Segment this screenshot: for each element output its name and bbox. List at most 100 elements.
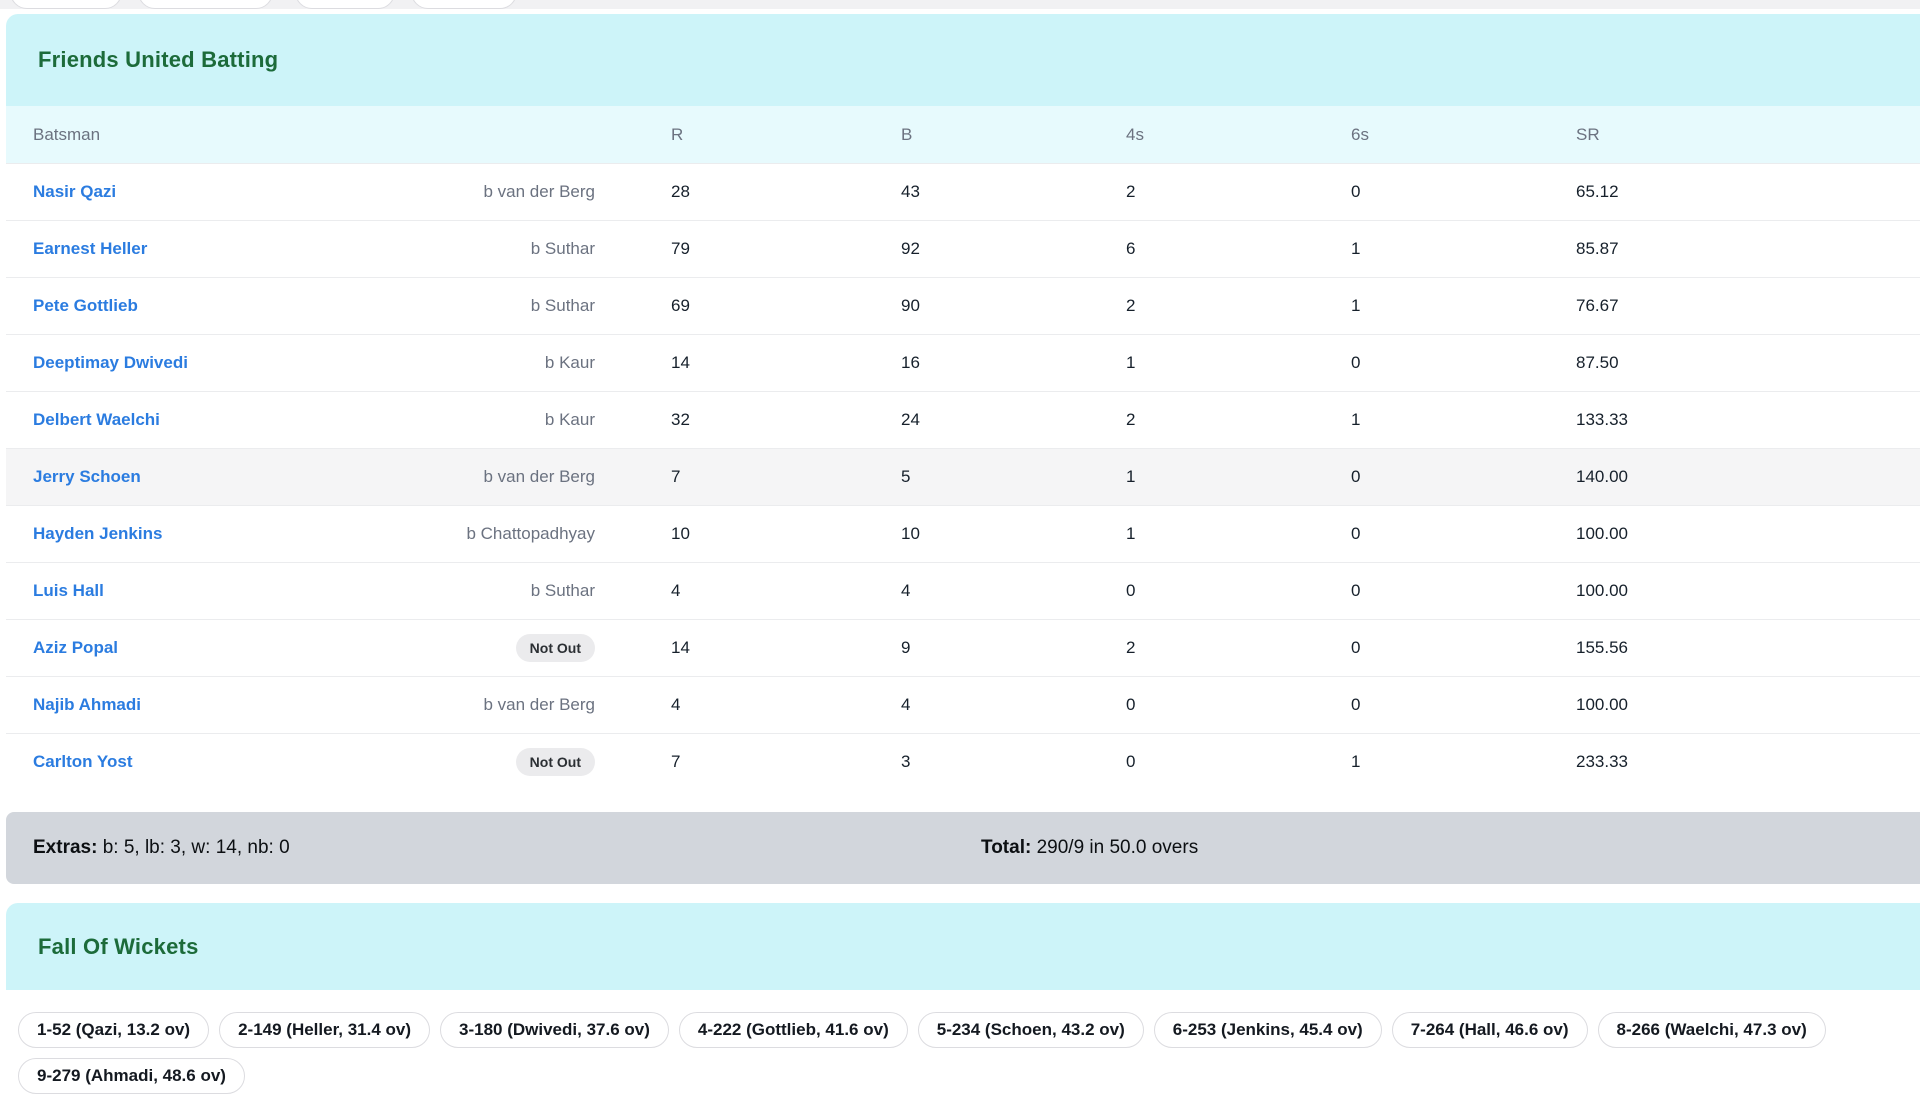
column-header-balls: B [901, 124, 913, 144]
fall-of-wickets-list: 1-52 (Qazi, 13.2 ov) 2-149 (Heller, 31.4 … [6, 990, 1920, 1110]
batsman-row: Luis Hall b Suthar 4 4 0 0 100.00 [6, 562, 1920, 619]
fours-value: 0 [1126, 752, 1136, 771]
runs-value: 7 [671, 752, 681, 771]
balls-value: 10 [901, 524, 920, 543]
fours-value: 2 [1126, 296, 1136, 315]
strike-rate-value: 65.12 [1576, 182, 1619, 201]
batsman-link[interactable]: Earnest Heller [33, 239, 148, 258]
fours-value: 1 [1126, 467, 1136, 486]
fours-value: 2 [1126, 410, 1136, 429]
batsman-row: Delbert Waelchi b Kaur 32 24 2 1 133.33 [6, 391, 1920, 448]
dismissal-text: b van der Berg [483, 695, 595, 714]
total-label: Total: [981, 837, 1032, 858]
wicket-chip[interactable]: 3-180 (Dwivedi, 37.6 ov) [440, 1012, 669, 1048]
batsman-link[interactable]: Delbert Waelchi [33, 410, 160, 429]
batsman-row: Deeptimay Dwivedi b Kaur 14 16 1 0 87.50 [6, 334, 1920, 391]
wicket-chip[interactable]: 2-149 (Heller, 31.4 ov) [219, 1012, 431, 1048]
runs-value: 14 [671, 353, 690, 372]
strike-rate-value: 87.50 [1576, 353, 1619, 372]
balls-value: 4 [901, 581, 911, 600]
batsman-link[interactable]: Nasir Qazi [33, 182, 117, 201]
wicket-chip[interactable]: 6-253 (Jenkins, 45.4 ov) [1153, 1012, 1382, 1048]
balls-value: 90 [901, 296, 920, 315]
balls-value: 3 [901, 752, 911, 771]
batsman-link[interactable]: Jerry Schoen [33, 467, 141, 486]
sixes-value: 1 [1351, 410, 1361, 429]
runs-value: 28 [671, 182, 690, 201]
cutoff-chip[interactable] [10, 0, 122, 9]
runs-value: 69 [671, 296, 690, 315]
sixes-value: 0 [1351, 695, 1361, 714]
sixes-value: 1 [1351, 752, 1361, 771]
column-header-strike-rate: SR [1576, 124, 1600, 144]
balls-value: 9 [901, 638, 911, 657]
innings-summary-bar: Extras: b: 5, lb: 3, w: 14, nb: 0 Total:… [6, 812, 1920, 884]
sixes-value: 1 [1351, 239, 1361, 258]
dismissal-text: b Kaur [544, 410, 595, 429]
runs-value: 14 [671, 638, 690, 657]
batsman-row: Nasir Qazi b van der Berg 28 43 2 0 65.12 [6, 163, 1920, 220]
batsman-link[interactable]: Najib Ahmadi [33, 695, 141, 714]
dismissal-text: b Chattopadhyay [466, 524, 595, 543]
wicket-chip[interactable]: 5-234 (Schoen, 43.2 ov) [917, 1012, 1144, 1048]
runs-value: 7 [671, 467, 681, 486]
batsman-link[interactable]: Carlton Yost [33, 752, 133, 771]
batsman-row: Najib Ahmadi b van der Berg 4 4 0 0 100.00 [6, 676, 1920, 733]
balls-value: 24 [901, 410, 920, 429]
wicket-chip[interactable]: 4-222 (Gottlieb, 41.6 ov) [678, 1012, 908, 1048]
batsman-link[interactable]: Luis Hall [33, 581, 104, 600]
batsman-link[interactable]: Pete Gottlieb [33, 296, 138, 315]
batsman-row: Hayden Jenkins b Chattopadhyay 10 10 1 0 100.0… [6, 505, 1920, 562]
total-text: Total: 290/9 in 50.0 overs [981, 837, 1198, 859]
fours-value: 0 [1126, 695, 1136, 714]
cutoff-chip[interactable] [411, 0, 517, 9]
runs-value: 4 [671, 695, 681, 714]
strike-rate-value: 76.67 [1576, 296, 1619, 315]
strike-rate-value: 100.00 [1576, 695, 1628, 714]
strike-rate-value: 133.33 [1576, 410, 1628, 429]
fall-of-wickets-card: Fall Of Wickets 1-52 (Qazi, 13.2 ov) 2-14… [6, 903, 1920, 1110]
runs-value: 4 [671, 581, 681, 600]
sixes-value: 1 [1351, 296, 1361, 315]
fours-value: 0 [1126, 581, 1136, 600]
batting-scorecard: Friends United Batting Batsman R B 4s 6s… [6, 14, 1920, 790]
wicket-chip[interactable]: 9-279 (Ahmadi, 48.6 ov) [18, 1058, 245, 1094]
fours-value: 1 [1126, 353, 1136, 372]
column-header-fours: 4s [1126, 124, 1144, 144]
dismissal-text: b van der Berg [483, 467, 595, 486]
balls-value: 92 [901, 239, 920, 258]
fours-value: 2 [1126, 182, 1136, 201]
batting-table-body: Nasir Qazi b van der Berg 28 43 2 0 65.12 Earne… [6, 163, 1920, 790]
total-value: 290/9 in 50.0 overs [1036, 837, 1199, 858]
strike-rate-value: 100.00 [1576, 581, 1628, 600]
previous-section-edge [0, 0, 1920, 9]
wicket-chip[interactable]: 8-266 (Waelchi, 47.3 ov) [1597, 1012, 1826, 1048]
balls-value: 43 [901, 182, 920, 201]
column-header-batsman: Batsman [33, 124, 101, 144]
batting-table-header-row: Batsman R B 4s 6s SR [6, 106, 1920, 163]
cutoff-chip[interactable] [138, 0, 273, 9]
runs-value: 32 [671, 410, 690, 429]
batsman-link[interactable]: Aziz Popal [33, 638, 119, 657]
strike-rate-value: 233.33 [1576, 752, 1628, 771]
wicket-chip[interactable]: 1-52 (Qazi, 13.2 ov) [18, 1012, 210, 1048]
dismissal-text: b Kaur [544, 353, 595, 372]
dismissal-text: b Suthar [530, 581, 595, 600]
fours-value: 2 [1126, 638, 1136, 657]
dismissal-text: b Suthar [530, 296, 595, 315]
not-out-badge: Not Out [515, 634, 595, 662]
batsman-link[interactable]: Deeptimay Dwivedi [33, 353, 188, 372]
batsman-row: Jerry Schoen b van der Berg 7 5 1 0 140.00 [6, 448, 1920, 505]
sixes-value: 0 [1351, 638, 1361, 657]
dismissal-text: b van der Berg [483, 182, 595, 201]
strike-rate-value: 155.56 [1576, 638, 1628, 657]
strike-rate-value: 140.00 [1576, 467, 1628, 486]
sixes-value: 0 [1351, 353, 1361, 372]
wicket-chip[interactable]: 7-264 (Hall, 46.6 ov) [1391, 1012, 1588, 1048]
fours-value: 6 [1126, 239, 1136, 258]
batsman-row: Pete Gottlieb b Suthar 69 90 2 1 76.67 [6, 277, 1920, 334]
batsman-link[interactable]: Hayden Jenkins [33, 524, 163, 543]
cutoff-chip[interactable] [295, 0, 395, 9]
runs-value: 10 [671, 524, 690, 543]
column-header-sixes: 6s [1351, 124, 1369, 144]
